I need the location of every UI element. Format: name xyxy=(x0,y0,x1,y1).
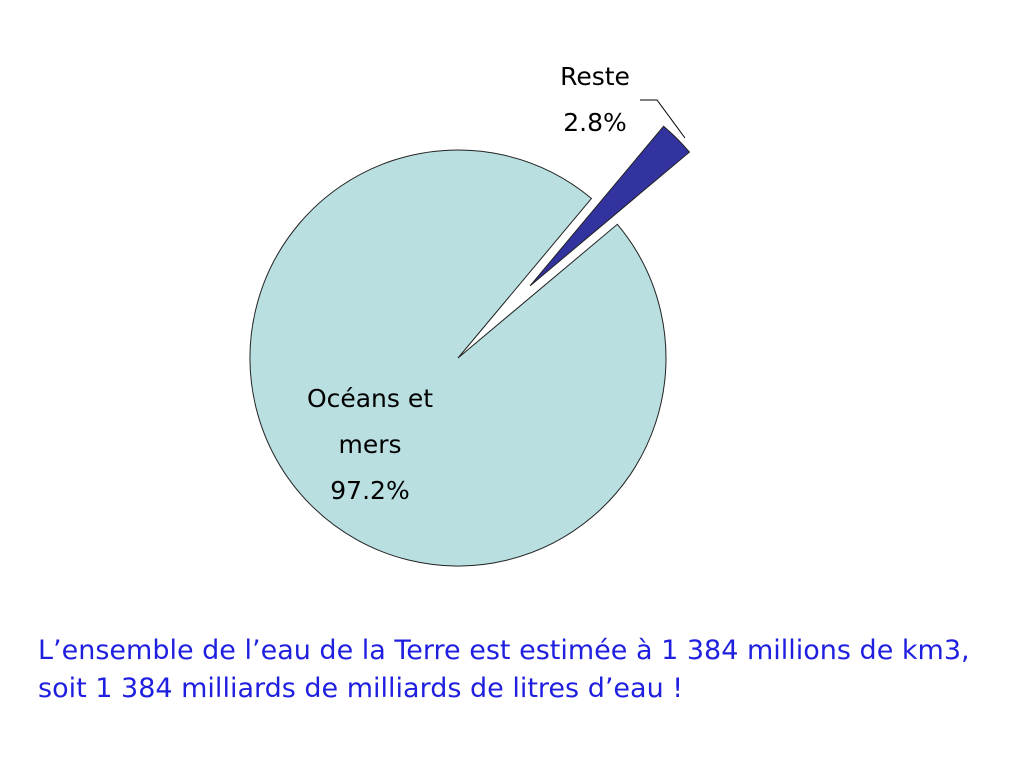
category-label: Océans et mers xyxy=(306,384,434,459)
caption: L’ensemble de l’eau de la Terre est esti… xyxy=(38,635,970,704)
pie-slice xyxy=(249,149,667,567)
pie-slice xyxy=(529,125,691,287)
slice-label: Océans et mers 97.2% xyxy=(290,376,450,514)
slice-label: Reste 2.8% xyxy=(520,54,670,146)
leader-line xyxy=(640,99,686,139)
value-label: 97.2% xyxy=(330,476,410,505)
category-label: Reste xyxy=(560,62,630,91)
value-label: 2.8% xyxy=(563,108,627,137)
